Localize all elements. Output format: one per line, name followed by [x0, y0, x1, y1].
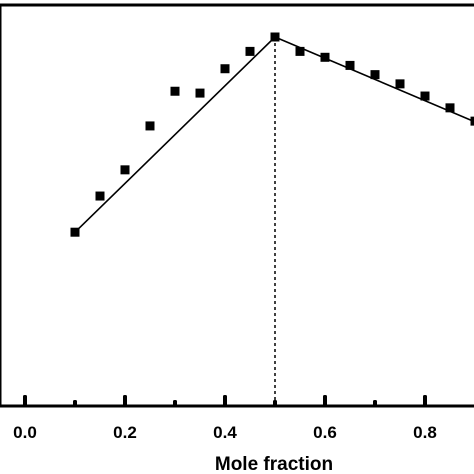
x-axis-label: Mole fraction: [215, 454, 333, 474]
x-minor-tick-1: [173, 400, 177, 406]
data-point: [320, 52, 330, 62]
data-point: [395, 79, 405, 89]
fit-line-2: [274, 36, 474, 123]
x-major-tick-1: [123, 395, 127, 406]
x-major-tick-2: [223, 395, 227, 406]
fit-line-1: [74, 36, 276, 233]
x-tick-label-3: 0.6: [313, 423, 337, 442]
data-point: [420, 91, 430, 101]
data-point: [270, 32, 280, 42]
x-major-tick-3: [323, 395, 327, 406]
x-minor-tick-3: [373, 400, 377, 406]
data-point: [70, 227, 80, 237]
data-point: [145, 121, 155, 131]
x-major-tick-4: [423, 395, 427, 406]
x-minor-tick-0: [73, 400, 77, 406]
data-point: [470, 116, 474, 126]
data-points: [70, 32, 474, 237]
fit-lines: [74, 36, 474, 233]
data-point: [345, 60, 355, 70]
x-tick-label-1: 0.2: [113, 423, 137, 442]
data-point: [370, 70, 380, 80]
data-point: [295, 46, 305, 56]
plot-frame: [0, 3, 474, 408]
x-minor-tick-2: [273, 400, 277, 406]
x-tick-label-2: 0.4: [213, 423, 237, 442]
data-point: [245, 46, 255, 56]
x-axis-ticks: [23, 395, 427, 406]
x-tick-label-0: 0.0: [13, 423, 37, 442]
data-point: [170, 86, 180, 96]
x-tick-labels: 0.0 0.2 0.4 0.6 0.8: [13, 423, 437, 442]
data-point: [195, 88, 205, 98]
data-point: [445, 103, 455, 113]
x-major-tick-0: [23, 395, 27, 406]
data-point: [120, 165, 130, 175]
data-point: [220, 64, 230, 74]
x-tick-label-4: 0.8: [413, 423, 437, 442]
data-point: [95, 191, 105, 201]
